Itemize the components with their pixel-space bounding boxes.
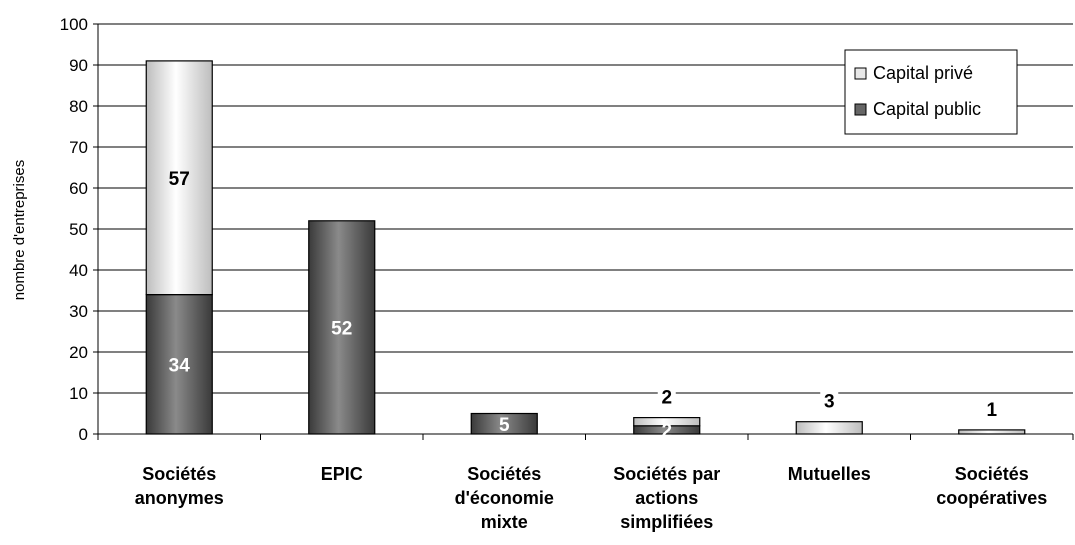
category-label-line: Sociétés — [142, 464, 216, 484]
data-label-prive-0: 57 — [169, 169, 190, 190]
legend-swatch-public — [854, 103, 867, 116]
category-label-line: Sociétés par — [613, 464, 720, 484]
category-label-4: Mutuelles — [788, 464, 871, 484]
category-label-line: coopératives — [936, 488, 1047, 508]
data-label-prive-4: 3 — [824, 392, 835, 413]
category-label-line: d'économie — [455, 488, 554, 508]
y-tick-label-100: 100 — [60, 15, 88, 34]
category-label-1: EPIC — [321, 464, 363, 484]
legend-swatch-prive — [854, 67, 867, 80]
y-tick-label-0: 0 — [79, 425, 88, 444]
bar-prive-4 — [795, 421, 863, 435]
category-label-line: simplifiées — [620, 512, 713, 532]
axes — [93, 23, 1074, 440]
category-label-5: Sociétés coopératives — [936, 464, 1047, 508]
y-axis-label: nombre d'entreprises — [11, 160, 28, 300]
y-tick-label-50: 50 — [69, 220, 88, 239]
y-tick-label-40: 40 — [69, 261, 88, 280]
legend: Capital privé Capital public — [844, 49, 1018, 135]
data-label-public-3: 2 — [661, 421, 672, 442]
category-label-line: actions — [635, 488, 698, 508]
category-label-line: mixte — [481, 512, 528, 532]
data-label-public-1: 52 — [331, 318, 352, 339]
data-label-prive-3: 2 — [661, 388, 672, 409]
bar-prive-0 — [145, 60, 213, 296]
category-label-2: Sociétés d'économie mixte — [455, 464, 554, 532]
data-label-public-2: 5 — [499, 415, 510, 436]
data-label-bg-1-5 — [982, 398, 1001, 421]
bar-public-2 — [470, 412, 538, 435]
y-tick-labels: 0 10 20 30 40 50 60 70 80 90 100 — [60, 15, 88, 444]
category-label-line: Mutuelles — [788, 464, 871, 484]
y-tick-label-20: 20 — [69, 343, 88, 362]
y-tick-label-80: 80 — [69, 97, 88, 116]
legend-box — [844, 49, 1018, 135]
category-label-line: Sociétés — [955, 464, 1029, 484]
y-tick-label-70: 70 — [69, 138, 88, 157]
y-tick-label-10: 10 — [69, 384, 88, 403]
data-label-public-0: 34 — [169, 355, 191, 376]
legend-label-public: Capital public — [873, 99, 981, 119]
x-category-labels: Sociétés anonymes EPIC Sociétés d'économie mi… — [135, 464, 1048, 532]
bar-public-1 — [308, 220, 376, 435]
bars — [145, 60, 1026, 435]
bar-prive-5 — [958, 429, 1026, 435]
bar-public-0 — [145, 294, 213, 435]
data-label-bg-1-3 — [657, 386, 676, 409]
bar-prive-3 — [633, 417, 701, 427]
legend-label-prive: Capital privé — [873, 63, 973, 83]
y-tick-label-90: 90 — [69, 56, 88, 75]
category-label-3: Sociétés par actions simplifiées — [613, 464, 720, 532]
y-tick-label-60: 60 — [69, 179, 88, 198]
y-tick-label-30: 30 — [69, 302, 88, 321]
category-label-line: EPIC — [321, 464, 363, 484]
data-label-prive-5: 1 — [986, 400, 997, 421]
data-label-bg-1-4 — [820, 390, 839, 413]
gridlines — [98, 23, 1073, 394]
category-label-line: Sociétés — [467, 464, 541, 484]
category-label-line: anonymes — [135, 488, 224, 508]
category-label-0: Sociétés anonymes — [135, 464, 224, 508]
